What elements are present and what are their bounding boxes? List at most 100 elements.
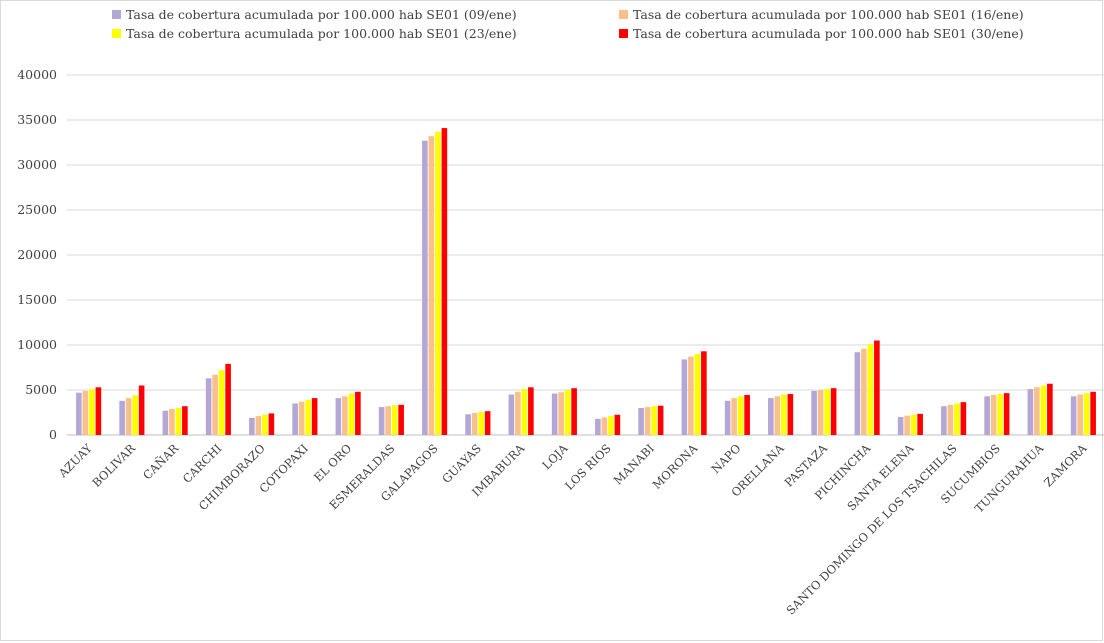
bar	[724, 400, 731, 435]
bar	[997, 394, 1003, 435]
y-tick-label: 5000	[25, 382, 57, 397]
bar	[249, 417, 255, 435]
bar	[298, 401, 305, 435]
bar	[95, 387, 102, 435]
y-tick-label: 20000	[17, 247, 57, 262]
bar	[508, 394, 515, 435]
bar	[737, 396, 744, 435]
bar	[76, 392, 82, 435]
y-tick-label: 35000	[17, 112, 57, 127]
bar	[205, 378, 212, 435]
bar	[984, 396, 990, 435]
bar	[342, 396, 348, 435]
bar	[348, 393, 355, 435]
bar	[861, 348, 867, 435]
bar	[1040, 385, 1047, 435]
bar	[608, 416, 614, 435]
x-tick-label: CAÑAR	[140, 441, 181, 482]
bar	[960, 402, 967, 435]
x-tick-label: MORONA	[650, 441, 701, 492]
x-tick-label: EL ORO	[311, 441, 354, 484]
bar	[824, 389, 830, 435]
bar	[787, 394, 794, 435]
bar	[638, 408, 644, 435]
bar	[874, 340, 880, 435]
bar	[558, 392, 564, 435]
bar	[428, 136, 435, 435]
x-tick-label: BOLIVAR	[89, 441, 138, 490]
y-tick-label: 15000	[17, 292, 57, 307]
bar	[681, 359, 688, 435]
bar	[551, 393, 558, 435]
bar	[441, 128, 448, 435]
bar	[731, 398, 737, 435]
legend-swatch-series-1	[112, 10, 121, 19]
bar	[744, 394, 750, 435]
bar	[378, 407, 385, 435]
legend-label-series-3: Tasa de cobertura acumulada por 100.000 …	[126, 26, 517, 41]
bar	[305, 399, 311, 435]
legend-swatch-series-2	[619, 10, 628, 19]
bar	[311, 398, 318, 435]
x-tick-label: CARCHI	[180, 441, 225, 486]
bar	[268, 413, 275, 435]
gridlines	[67, 74, 1104, 436]
bar	[435, 131, 441, 435]
bar	[954, 403, 960, 435]
bar	[644, 407, 651, 435]
bar	[564, 390, 571, 435]
legend-label-series-1: Tasa de cobertura acumulada por 100.000 …	[126, 7, 517, 22]
x-tick-label: LOS RIOS	[562, 441, 614, 493]
bar	[398, 404, 404, 435]
bar	[614, 414, 621, 435]
bar	[701, 351, 707, 435]
bar	[817, 390, 824, 435]
bar	[688, 356, 694, 435]
bar	[82, 390, 89, 435]
bar	[781, 394, 787, 435]
bar	[917, 413, 923, 435]
bar	[571, 388, 577, 435]
bar	[867, 344, 874, 435]
bar	[484, 411, 491, 435]
bar	[910, 414, 917, 435]
bar	[355, 391, 361, 435]
bar	[385, 406, 391, 435]
x-tick-label: NAPO	[708, 441, 743, 476]
bar	[212, 374, 218, 435]
bar	[471, 412, 478, 435]
bar	[292, 403, 298, 435]
bar	[1003, 393, 1010, 435]
bar	[694, 354, 701, 435]
x-tick-label: LOJA	[539, 441, 571, 473]
legend-label-series-2: Tasa de cobertura acumulada por 100.000 …	[633, 7, 1024, 22]
bar	[218, 370, 225, 435]
bar	[904, 415, 910, 435]
y-tick-label: 10000	[17, 337, 57, 352]
y-axis: 0 5000 10000 15000 20000 25000 30000 35000 40000	[17, 67, 57, 442]
bar	[132, 395, 138, 435]
bar	[175, 408, 182, 435]
bar	[947, 404, 954, 435]
x-tick-label: GUAYAS	[439, 441, 484, 486]
bar	[657, 405, 664, 435]
bar	[1090, 391, 1096, 435]
bar	[521, 389, 528, 435]
bar	[990, 394, 997, 435]
bar	[89, 389, 95, 435]
legend: Tasa de cobertura acumulada por 100.000 …	[97, 7, 1097, 63]
bar	[169, 408, 175, 435]
y-tick-label: 30000	[17, 157, 57, 172]
bar	[422, 140, 428, 435]
bar	[830, 388, 837, 435]
x-tick-label: ZAMORA	[1041, 441, 1090, 490]
legend-item-series-1: Tasa de cobertura acumulada por 100.000 …	[112, 7, 517, 22]
bar	[1047, 383, 1053, 435]
legend-swatch-series-4	[619, 29, 628, 38]
legend-item-series-3: Tasa de cobertura acumulada por 100.000 …	[112, 26, 517, 41]
bar	[391, 405, 398, 435]
bar	[854, 352, 861, 435]
x-tick-label: AZUAY	[55, 441, 95, 481]
